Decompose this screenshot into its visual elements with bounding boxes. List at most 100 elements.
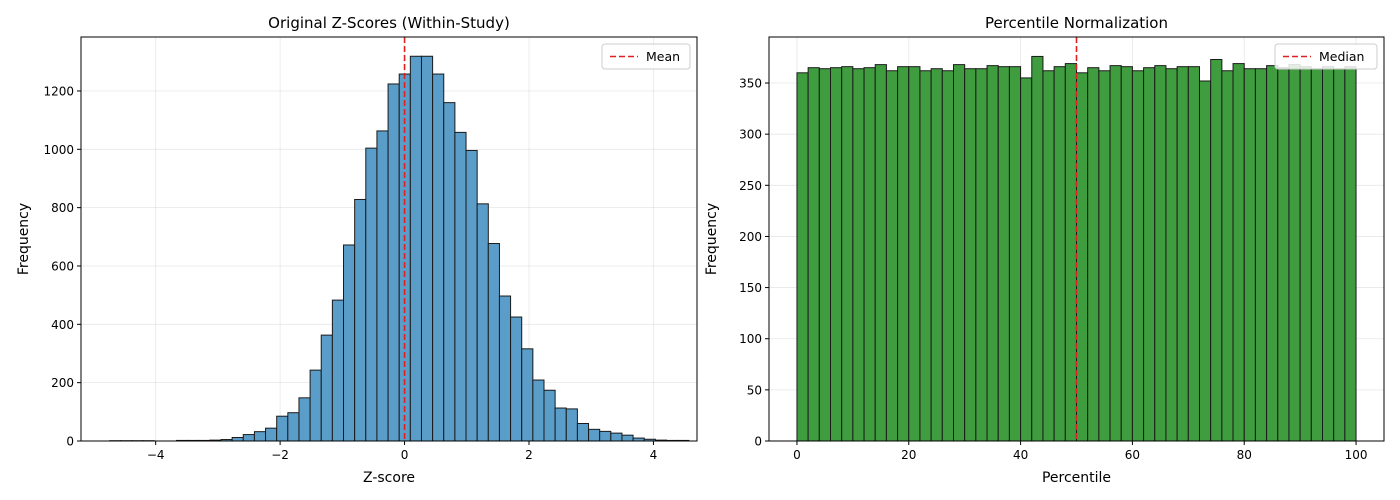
x-tick-label: 2 [525,448,533,462]
histogram-bar [997,66,1010,442]
histogram-bar [621,434,634,442]
y-tick-label: 1000 [43,143,74,157]
legend: Mean [601,43,691,70]
histogram-bar [919,70,932,442]
y-tick-label: 250 [739,179,762,193]
histogram-bar [897,66,910,442]
y-tick-label: 50 [747,383,762,397]
histogram-bar [1210,59,1223,442]
histogram-bar [1131,70,1145,442]
histogram-bar [1165,68,1178,442]
histogram-bar [1288,64,1301,442]
histogram-bar [930,68,943,442]
histogram-bar [510,316,523,442]
legend-label: Mean [646,49,680,64]
axes-frame [80,36,698,442]
histogram-bar [331,299,345,442]
legend-box [601,43,691,70]
histogram-bar [365,147,378,442]
histogram-bar [908,66,921,442]
histogram-bar [309,369,322,442]
histogram-bar [454,131,467,442]
histogram-bar [1299,66,1312,442]
histogram-bar [1187,66,1201,442]
histogram-bar [1109,65,1122,442]
histogram-bar [975,68,988,442]
histogram-bar [1008,66,1022,442]
histogram-bar [1254,68,1268,442]
y-tick-label: 350 [739,77,762,91]
histogram-bar [610,432,623,442]
histogram-bar [1154,65,1167,442]
histogram-bar [1020,77,1033,442]
x-tick-label: 60 [1125,448,1140,462]
legend-label: Median [1319,49,1364,64]
histogram-bar [1053,66,1066,442]
histogram-bar [807,67,820,442]
y-tick-label: 300 [739,128,762,142]
y-tick-label: 1200 [43,84,74,98]
histogram-bar [343,244,356,442]
histogram-bar [1232,63,1245,442]
x-tick-label: 0 [401,448,409,462]
histogram-bar [443,102,456,442]
histogram-bar [1076,72,1089,442]
histogram-bar [432,73,445,442]
histogram-bar [543,389,556,442]
histogram-bar [576,422,590,442]
y-tick-label: 100 [739,332,762,346]
histogram-bar [1120,66,1133,442]
x-tick-label: 80 [1237,448,1252,462]
histogram-bar [796,72,809,442]
chart-title: Percentile Normalization [985,14,1168,32]
histogram-bar [953,64,966,442]
histogram-bar [1266,65,1279,442]
histogram-bar [841,66,854,442]
y-tick-label: 0 [754,435,762,449]
histogram-bar [1243,68,1256,442]
x-axis-label: Z-score [363,470,415,486]
histogram-bar [588,428,601,442]
histogram-bar [276,415,289,442]
histogram-bar [964,68,977,442]
histogram-bar [1322,66,1335,442]
histogram-bar [287,412,300,442]
chart-panel-1: −4 −2 0 2 4 0 200 400 600 800 1000 1200 Original Z-S… [16,14,698,486]
histogram-bar [565,408,578,442]
histogram-bar [242,434,255,442]
histogram-bar [376,130,389,442]
x-tick-label: 100 [1345,448,1368,462]
histogram-bar [1098,70,1111,442]
histogram-bar [1087,67,1100,442]
histogram-bar [1277,67,1290,442]
histogram-bar [554,407,567,442]
histogram-bar [420,55,434,442]
histogram-bar [354,198,367,442]
histogram-bar [298,397,311,442]
x-tick-label: 4 [650,448,658,462]
histogram-bar [941,70,954,442]
histogram-bar [231,436,244,442]
histogram-bar [1310,68,1324,442]
y-axis-label: Frequency [16,203,32,275]
histogram-bar [599,430,612,442]
histogram-bar [1199,80,1212,442]
histogram-bar [863,67,876,442]
histogram-bar [1333,68,1346,442]
chart-panel-2: 0 20 40 60 80 100 0 50 100 150 200 250 300 350 Percent… [704,14,1385,486]
histogram-bar [1042,70,1055,442]
histogram-bar [1221,70,1234,442]
y-tick-label: 0 [66,435,74,449]
chart-title: Original Z-Scores (Within-Study) [268,14,510,32]
y-axis-label: Frequency [704,203,720,275]
y-tick-label: 600 [51,259,74,273]
y-tick-label: 200 [739,230,762,244]
histogram-bar [476,203,489,442]
histogram-bar [874,64,887,442]
histogram-bar [830,67,843,442]
x-tick-label: 20 [901,448,916,462]
y-tick-label: 800 [51,201,74,215]
histogram-bar [818,68,831,442]
histogram-bar [532,379,545,442]
